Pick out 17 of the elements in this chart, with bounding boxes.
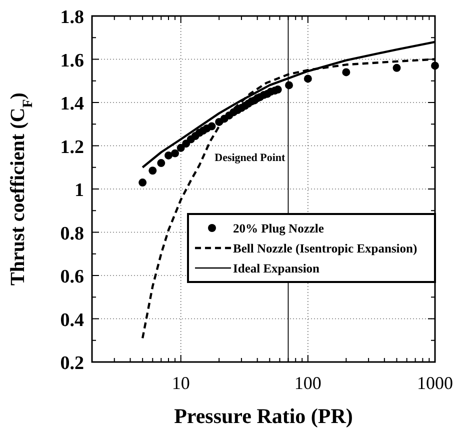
legend-label: Ideal Expansion: [233, 262, 320, 276]
x-tick-label: 10: [172, 373, 190, 393]
legend-label: Bell Nozzle (Isentropic Expansion): [233, 242, 418, 256]
y-tick-label: 0.2: [60, 353, 84, 374]
y-tick-label: 0.6: [60, 266, 84, 288]
legend-label: 20% Plug Nozzle: [233, 222, 324, 236]
y-tick-label: 1.4: [60, 94, 84, 114]
y-tick-label: 1.6: [60, 50, 84, 72]
y-tick-label: 1.2: [60, 136, 84, 158]
y-tick-label: 0.4: [60, 310, 84, 331]
x-tick-label: 100: [294, 373, 322, 393]
y-tick-label: 1.8: [60, 7, 84, 28]
ref-line-label: Designed Point: [214, 152, 286, 164]
x-axis-title: Pressure Ratio (PR): [174, 404, 353, 428]
y-tick-label: 1: [74, 180, 84, 201]
x-tick-label: 1000: [417, 373, 453, 393]
y-tick-label: 0.8: [60, 223, 84, 244]
